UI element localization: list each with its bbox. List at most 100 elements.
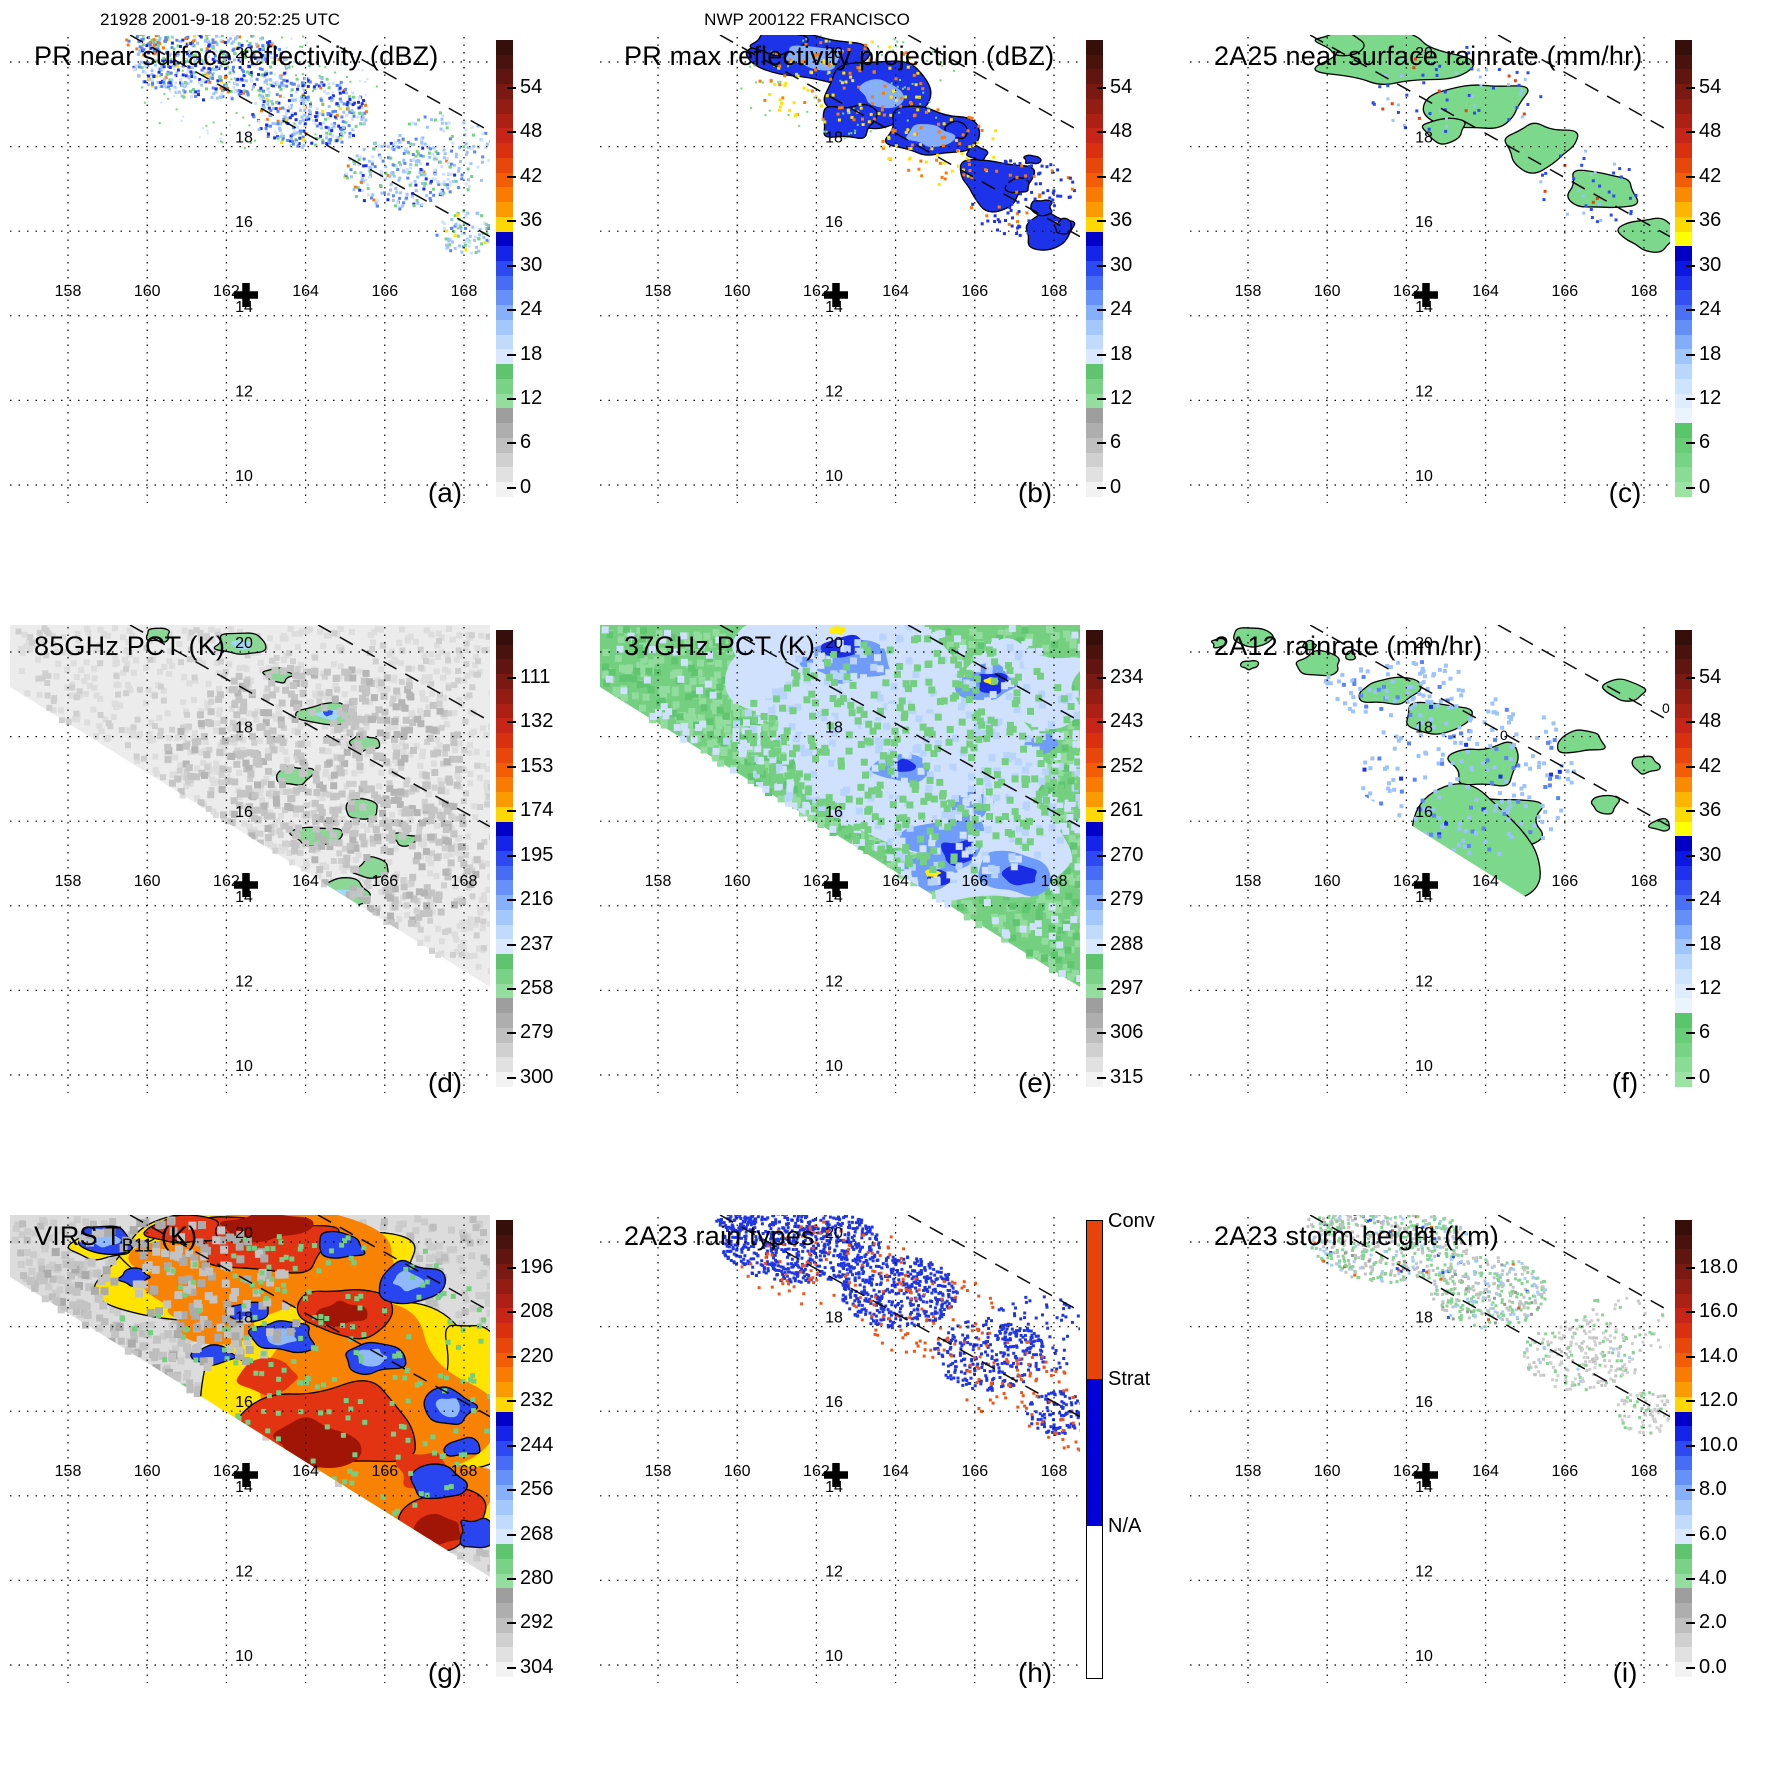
storm-center-cross (824, 1463, 848, 1487)
colorbar-tick-label: 174 (520, 799, 554, 821)
panel-letter: (e) (1017, 1067, 1053, 1098)
colorbar-tick (1686, 810, 1695, 812)
panel-letter: (d) (427, 1067, 463, 1098)
colorbar-tick (507, 1489, 516, 1491)
storm-center-cross (1414, 873, 1438, 897)
colorbar-tick (1686, 442, 1695, 444)
colorbar-tick-label: 0.0 (1699, 1656, 1727, 1678)
svg-text:168: 168 (1631, 283, 1658, 300)
colorbar-tick-label: 14.0 (1699, 1345, 1738, 1367)
svg-text:10: 10 (235, 1058, 253, 1075)
panel-title: 2A23 rain types (624, 1221, 815, 1251)
colorbar-tick (1097, 855, 1106, 857)
colorbar-g: 196 208 220 232 244 256 268 280 292 304 (496, 1220, 553, 1678)
svg-text:164: 164 (882, 283, 909, 300)
colorbar-tick-label: 0 (1699, 1066, 1711, 1088)
header-left-annotation: 21928 2001-9-18 20:52:25 UTC (100, 10, 341, 29)
colorbar-tick-label: 24 (1699, 298, 1722, 320)
colorbar-tick-label: 237 (520, 933, 554, 955)
panel-title: 37GHz PCT (K) (624, 631, 816, 661)
svg-text:18: 18 (235, 130, 253, 147)
colorbar-tick (1686, 766, 1695, 768)
svg-text:10: 10 (825, 468, 843, 485)
colorbar-tick (507, 309, 516, 311)
colorbar-tick-label: 10.0 (1699, 1434, 1738, 1456)
colorbar-tick-label: 244 (520, 1434, 554, 1456)
colorbar-tick (1686, 1578, 1695, 1580)
colorbar-tick-label: 111 (520, 666, 551, 688)
colorbar-tick (1686, 1356, 1695, 1358)
colorbar-tick-label: 18 (1110, 343, 1133, 365)
colorbar-tick (1686, 1534, 1695, 1536)
colorbar-category-label: N/A (1108, 1515, 1142, 1537)
panel-d: 158 160 162 164 166 168 20 18 16 14 12 10 85GHz PCT… (10, 625, 490, 1098)
colorbar-tick-label: 18.0 (1699, 1256, 1738, 1278)
colorbar-tick (1686, 1622, 1695, 1624)
svg-text:164: 164 (292, 873, 319, 890)
storm-center-cross (824, 873, 848, 897)
colorbar-tick (507, 1622, 516, 1624)
colorbar-h: Conv Strat N/A (1086, 1210, 1155, 1679)
colorbar-tick (1686, 487, 1695, 489)
panel-g: 158 160 162 164 166 168 20 18 16 14 12 10 VIRS TB11… (10, 1215, 490, 1688)
colorbar-tick-label: 268 (520, 1523, 554, 1545)
colorbar-tick (1097, 442, 1106, 444)
panel-letter: (c) (1608, 477, 1642, 508)
colorbar-tick-label: 42 (1699, 755, 1722, 777)
colorbar-tick (1097, 899, 1106, 901)
colorbar-tick-label: 4.0 (1699, 1567, 1727, 1589)
colorbar-tick (507, 398, 516, 400)
colorbar-tick-label: 6 (1699, 1021, 1711, 1043)
colorbar-category-label: Conv (1108, 1210, 1155, 1232)
svg-text:10: 10 (1415, 468, 1433, 485)
colorbar-tick-label: 54 (1110, 76, 1133, 98)
colorbar-tick (1097, 309, 1106, 311)
colorbar-tick-label: 36 (1110, 209, 1133, 231)
colorbar-tick-label: 12 (1110, 387, 1133, 409)
colorbar-tick-label: 30 (1699, 844, 1722, 866)
svg-text:16: 16 (235, 214, 253, 231)
colorbar-tick-label: 36 (1699, 209, 1722, 231)
colorbar-tick-label: 36 (520, 209, 543, 231)
colorbar-tick (507, 1077, 516, 1079)
panel-letter: (b) (1017, 477, 1053, 508)
svg-text:166: 166 (371, 283, 398, 300)
storm-center-cross (824, 283, 848, 307)
colorbar-tick (1686, 87, 1695, 89)
svg-text:162: 162 (213, 873, 240, 890)
panel-title: 2A25 near surface rainrate (mm/hr) (1214, 41, 1643, 71)
colorbar-tick-label: 12 (1699, 977, 1722, 999)
colorbar-tick-label: 220 (520, 1345, 554, 1367)
svg-text:18: 18 (825, 130, 843, 147)
colorbar-tick-label: 256 (520, 1478, 554, 1500)
colorbar-tick (1686, 944, 1695, 946)
panel-a: 158 160 162 164 166 168 20 18 16 14 12 10 PR near s… (10, 35, 490, 508)
colorbar-tick (1686, 398, 1695, 400)
colorbar-tick (1097, 87, 1106, 89)
svg-text:18: 18 (1415, 130, 1433, 147)
panel-letter: (h) (1017, 1657, 1053, 1688)
colorbar-a: 54 48 42 36 30 24 18 12 6 0 (496, 40, 542, 498)
colorbar-tick (507, 354, 516, 356)
colorbar-tick-label: 0 (520, 476, 532, 498)
svg-text:162: 162 (213, 283, 240, 300)
colorbar-tick-label: 2.0 (1699, 1611, 1727, 1633)
colorbar-tick (507, 766, 516, 768)
colorbar-tick (507, 944, 516, 946)
panel-letter: (f) (1611, 1067, 1639, 1098)
panel-title: 85GHz PCT (K) (34, 631, 226, 661)
colorbar-tick-label: 8.0 (1699, 1478, 1727, 1500)
colorbar-tick (507, 721, 516, 723)
colorbar-tick (1097, 988, 1106, 990)
colorbar-tick (1097, 176, 1106, 178)
colorbar-tick (1686, 988, 1695, 990)
colorbar-tick-label: 300 (520, 1066, 554, 1088)
colorbar-tick-label: 48 (1110, 120, 1133, 142)
svg-text:12: 12 (1415, 383, 1433, 400)
panel-h: 158 160 162 164 166 168 20 18 16 14 12 10 2A23 rain… (600, 1215, 1080, 1688)
panel-title: PR near surface reflectivity (dBZ) (34, 41, 439, 71)
